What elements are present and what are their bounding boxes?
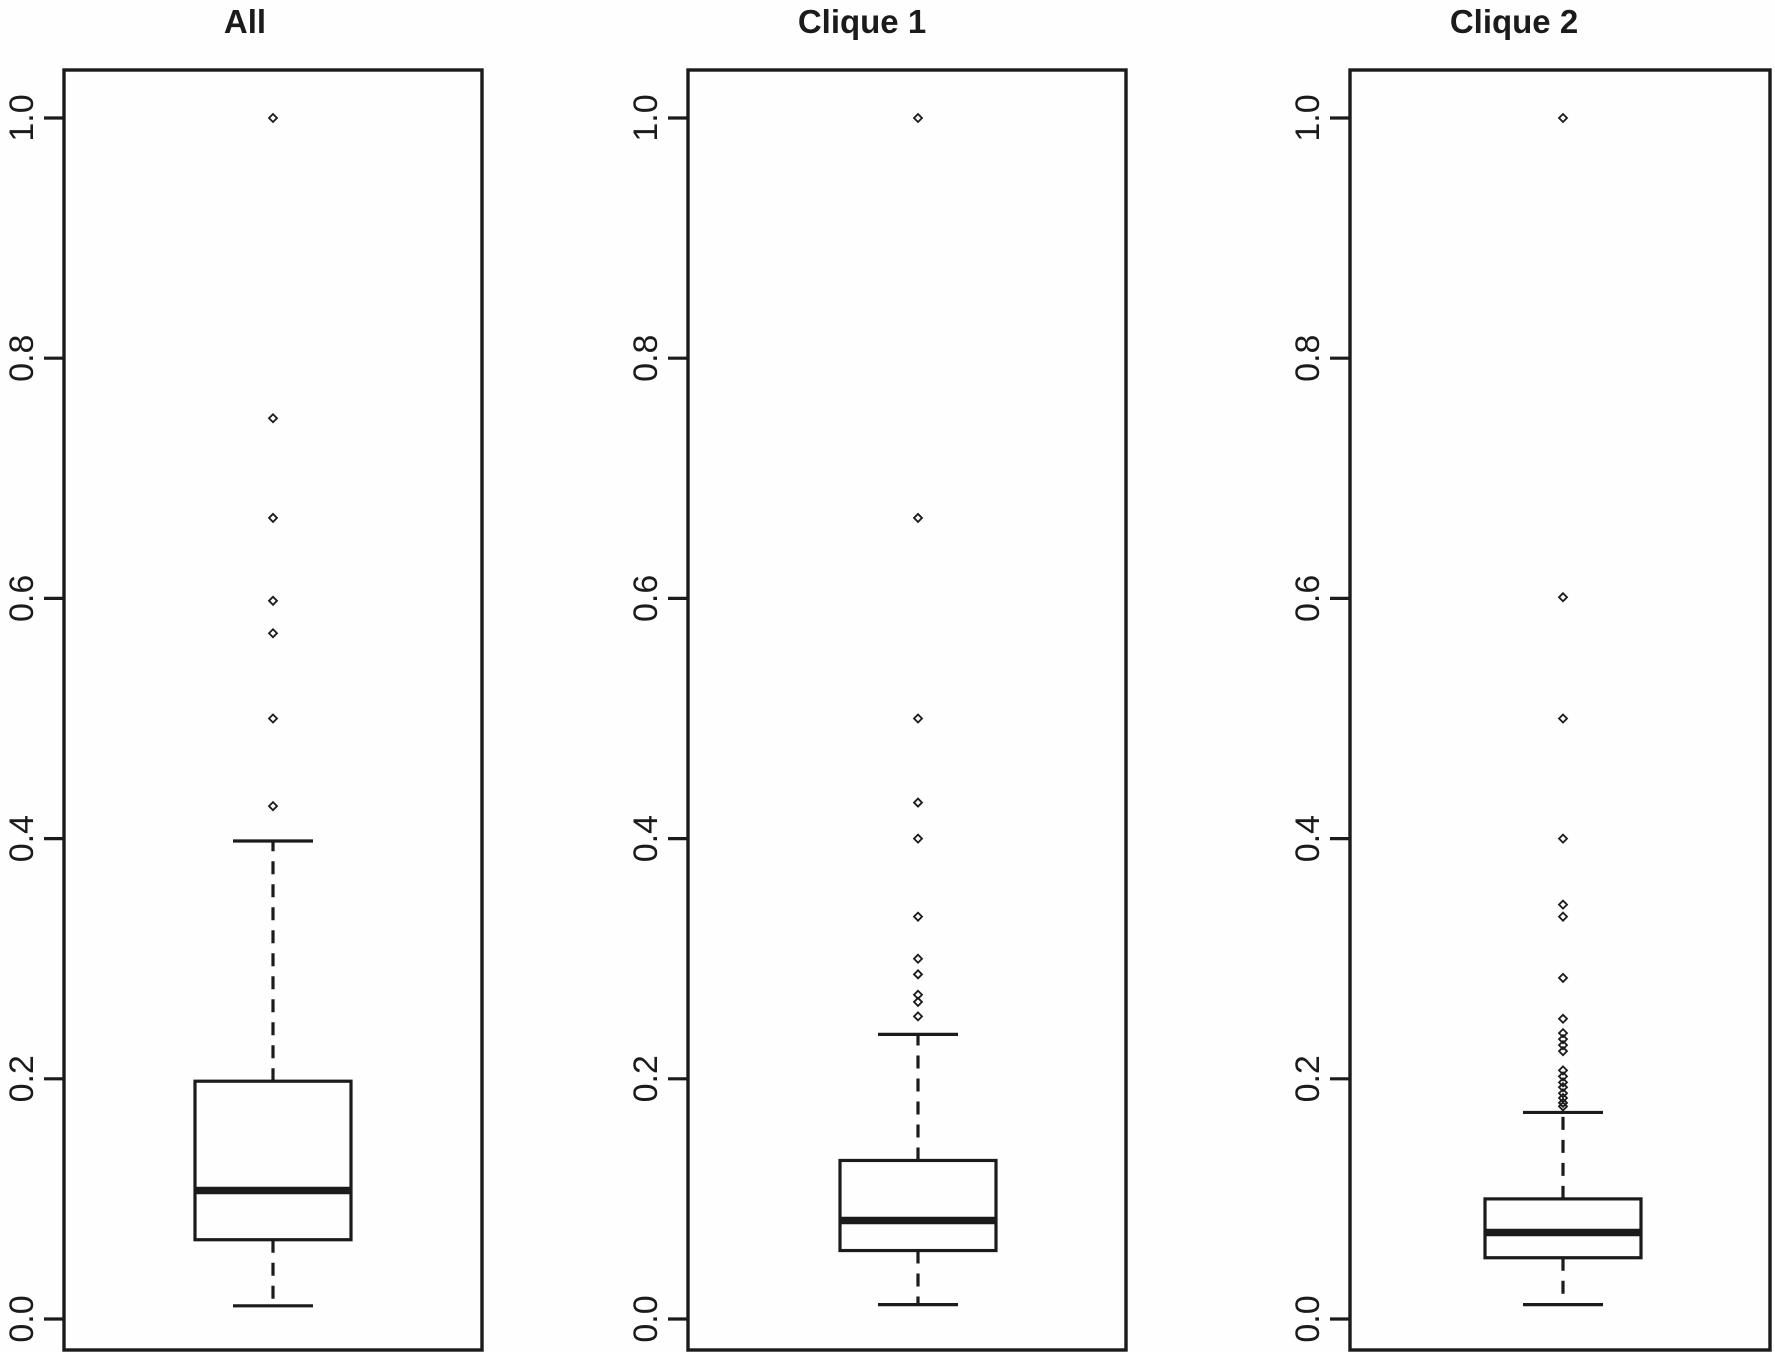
boxplot-panel: Clique 2 0.0 0.2 0.4 0.6 0.8 1.0 xyxy=(1289,3,1772,1352)
outlier-point xyxy=(1557,1087,1569,1099)
outlier-point xyxy=(912,512,924,524)
outlier-point xyxy=(912,1011,924,1022)
y-tick-label: 0.4 xyxy=(627,815,665,862)
boxplot-panel: All 0.0 0.2 0.4 0.6 0.8 1.0 xyxy=(3,3,484,1352)
outlier-point xyxy=(912,989,924,1001)
outlier-point xyxy=(1557,1045,1569,1057)
outlier-point xyxy=(912,713,924,724)
y-tick-label: 0.4 xyxy=(3,815,41,862)
outlier-point xyxy=(267,412,279,424)
y-tick-label: 0.0 xyxy=(627,1295,665,1342)
y-tick-label: 0.6 xyxy=(1289,575,1327,622)
iqr-box xyxy=(193,1079,353,1242)
panel-title: Clique 2 xyxy=(1450,3,1578,40)
outlier-point xyxy=(267,713,279,724)
panel-title: All xyxy=(224,3,266,40)
outlier-point xyxy=(912,969,924,980)
panel-border xyxy=(62,68,484,1352)
y-tick-label: 1.0 xyxy=(3,94,41,141)
y-tick-label: 0.4 xyxy=(1289,815,1327,862)
outlier-point xyxy=(1557,1027,1569,1039)
y-tick-label: 0.0 xyxy=(1289,1295,1327,1342)
y-tick-label: 0.8 xyxy=(627,335,665,382)
outlier-point xyxy=(912,797,924,808)
iqr-box xyxy=(1483,1197,1643,1260)
outlier-point xyxy=(1557,1065,1569,1076)
outlier-point xyxy=(1557,1071,1569,1082)
outlier-point xyxy=(267,112,279,124)
iqr-box xyxy=(838,1158,998,1253)
outlier-point xyxy=(1557,833,1569,844)
outlier-point xyxy=(267,800,279,812)
y-tick-label: 0.8 xyxy=(1289,335,1327,382)
outlier-point xyxy=(1557,1013,1569,1025)
outlier-point xyxy=(1557,899,1569,910)
outlier-point xyxy=(1557,1033,1569,1045)
y-tick-label: 0.2 xyxy=(627,1055,665,1102)
outlier-point xyxy=(267,512,279,524)
outlier-point xyxy=(1557,1039,1569,1051)
outlier-point xyxy=(1557,713,1569,724)
outlier-point xyxy=(267,627,279,639)
panel-border xyxy=(686,68,1128,1352)
y-tick-label: 1.0 xyxy=(1289,94,1327,141)
outlier-point xyxy=(912,996,924,1008)
outlier-point xyxy=(1557,112,1569,124)
outlier-point xyxy=(912,112,924,124)
outlier-point xyxy=(1557,1092,1569,1104)
y-tick-label: 1.0 xyxy=(627,94,665,141)
boxplot-panel: Clique 1 0.0 0.2 0.4 0.6 0.8 1.0 xyxy=(627,3,1128,1352)
y-tick-label: 0.2 xyxy=(3,1055,41,1102)
outlier-point xyxy=(1557,591,1569,603)
y-tick-label: 0.6 xyxy=(627,575,665,622)
y-tick-label: 0.6 xyxy=(3,575,41,622)
y-tick-label: 0.0 xyxy=(3,1295,41,1342)
outlier-point xyxy=(912,833,924,844)
outlier-point xyxy=(912,911,924,922)
outlier-point xyxy=(1557,1081,1569,1093)
outlier-point xyxy=(1557,911,1569,922)
panel-title: Clique 1 xyxy=(798,3,926,40)
outlier-point xyxy=(267,595,279,607)
y-tick-label: 0.8 xyxy=(3,335,41,382)
outlier-point xyxy=(1557,1097,1569,1109)
y-tick-label: 0.2 xyxy=(1289,1055,1327,1102)
outlier-point xyxy=(1557,972,1569,984)
outlier-point xyxy=(912,953,924,964)
outlier-point xyxy=(1557,1077,1569,1088)
panel-border xyxy=(1348,68,1772,1352)
